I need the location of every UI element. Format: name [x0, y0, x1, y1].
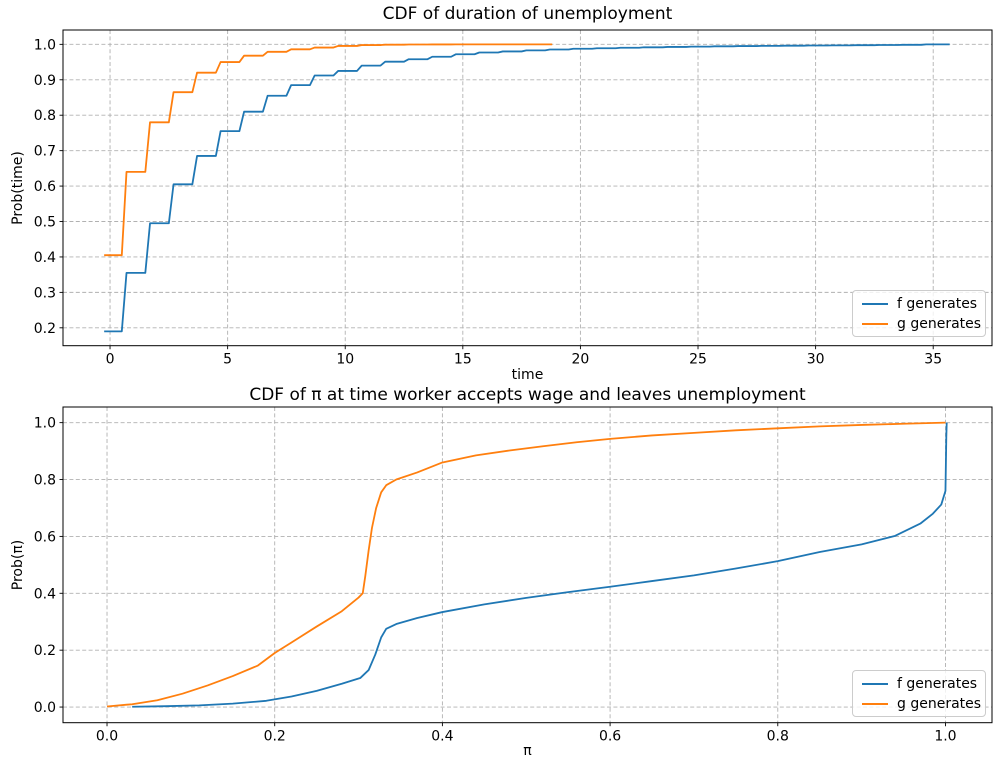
y-tick-label: 1.0 — [34, 37, 56, 53]
series-g-chart-1 — [106, 421, 946, 708]
series-g-chart-0 — [104, 43, 553, 257]
x-tick-label: 0.6 — [599, 728, 621, 744]
y-tick-label: 0.6 — [34, 179, 56, 195]
x-tick-label: 35 — [924, 351, 942, 367]
legend-entry-g: g generates — [862, 694, 981, 714]
x-tick-label: 1.0 — [934, 728, 956, 744]
x-tick-label: 10 — [336, 351, 354, 367]
legend-label-g: g generates — [897, 316, 982, 332]
x-tick-label: 5 — [223, 351, 232, 367]
top-chart-title: CDF of duration of unemployment — [382, 4, 673, 24]
x-tick-label: 0.2 — [264, 728, 286, 744]
y-tick-label: 0.7 — [34, 144, 56, 160]
x-tick-label: 0 — [106, 351, 115, 367]
y-tick-label: 0.3 — [34, 285, 56, 301]
f-line-swatch-icon — [862, 303, 888, 305]
legend-label-f: f generates — [897, 296, 978, 312]
legend-entry-f: f generates — [862, 294, 978, 314]
y-tick-label: 0.5 — [34, 215, 56, 231]
x-tick-label: 0.0 — [96, 728, 118, 744]
f-line-swatch-icon — [862, 683, 888, 685]
top-chart-ylabel: Prob(time) — [10, 151, 26, 225]
bottom-chart-ylabel: Prob(π) — [10, 539, 26, 591]
x-tick-label: 15 — [454, 351, 472, 367]
y-tick-label: 0.9 — [34, 73, 56, 89]
x-tick-label: 0.4 — [431, 728, 453, 744]
axes-0: 0 5 10 15 20 25 30 35 0.2 0.3 0.4 0.5 0.6 0.7 0.8 0.9 1.… — [34, 29, 993, 367]
y-tick-label: 0.4 — [34, 586, 56, 602]
y-tick-label: 0.2 — [34, 643, 56, 659]
y-tick-label: 0.4 — [34, 250, 56, 266]
series-f-chart-0 — [104, 43, 950, 333]
legend-entry-f: f generates — [862, 674, 978, 694]
x-tick-label: 0.8 — [767, 728, 789, 744]
top-chart-xlabel: time — [511, 367, 544, 383]
g-line-swatch-icon — [862, 323, 888, 325]
y-tick-label: 0.2 — [34, 321, 56, 337]
g-line-swatch-icon — [862, 703, 888, 705]
y-tick-label: 0.6 — [34, 529, 56, 545]
x-tick-label: 25 — [689, 351, 707, 367]
axes-1: 0.0 0.2 0.4 0.6 0.8 1.0 0.0 0.2 0.4 0.6 0.8 1.0 — [34, 406, 993, 744]
legend-label-f: f generates — [897, 676, 978, 692]
y-tick-label: 0.0 — [34, 700, 56, 716]
y-tick-label: 1.0 — [34, 416, 56, 432]
top-chart-legend: f generates g generates — [852, 290, 986, 337]
y-tick-label: 0.8 — [34, 108, 56, 124]
series-f-chart-1 — [132, 422, 948, 708]
bottom-chart-legend: f generates g generates — [852, 670, 986, 717]
x-tick-label: 20 — [572, 351, 590, 367]
legend-label-g: g generates — [897, 696, 982, 712]
bottom-chart-xlabel: π — [523, 743, 532, 759]
legend-entry-g: g generates — [862, 314, 981, 334]
x-tick-label: 30 — [807, 351, 825, 367]
bottom-chart-title: CDF of π at time worker accepts wage and… — [249, 385, 806, 405]
y-tick-label: 0.8 — [34, 473, 56, 489]
